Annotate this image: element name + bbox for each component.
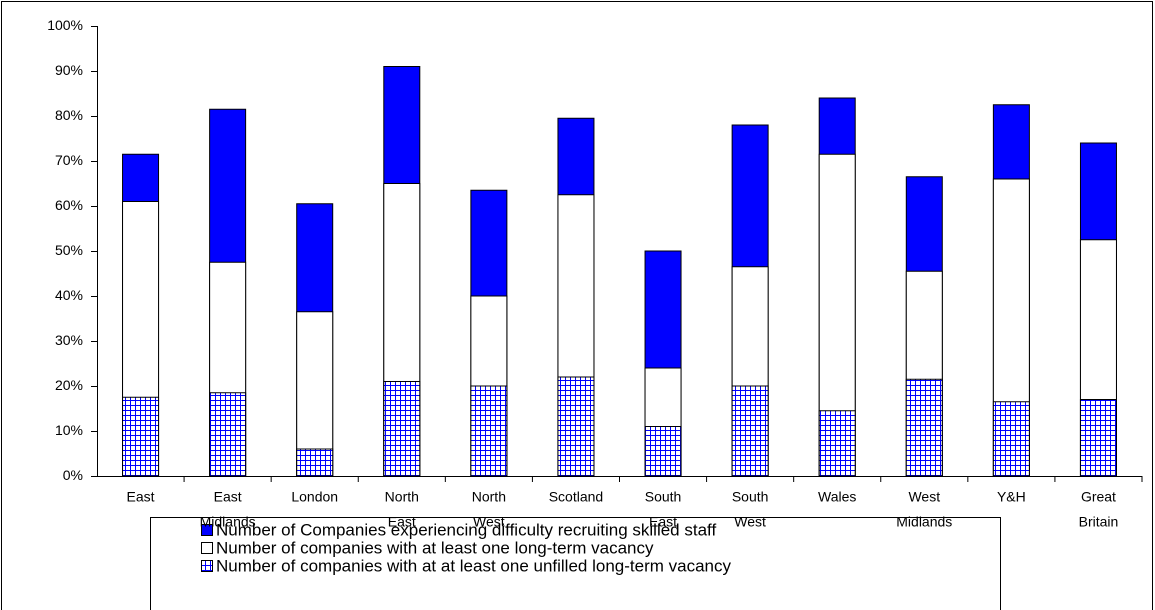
bar xyxy=(992,401,1030,477)
y-tick-label: 30% xyxy=(55,332,83,348)
x-tick-label: North xyxy=(472,489,506,505)
bar xyxy=(1079,399,1117,477)
x-tick-label: West xyxy=(734,514,766,530)
y-tick-label: 100% xyxy=(47,17,83,33)
legend-label: Number of companies with at at least one… xyxy=(216,556,731,575)
x-tick-label: Scotland xyxy=(549,489,603,505)
legend-label: Number of Companies experiencing difficu… xyxy=(216,520,716,539)
x-tick-label: Midlands xyxy=(200,514,256,530)
y-tick-label: 0% xyxy=(63,467,83,483)
bar xyxy=(296,448,334,477)
legend-swatch xyxy=(201,542,213,554)
x-tick-label: South xyxy=(732,489,769,505)
bar xyxy=(557,376,595,477)
x-tick-label: North xyxy=(385,489,419,505)
y-tick-label: 20% xyxy=(55,377,83,393)
bar xyxy=(818,410,856,477)
bar xyxy=(731,385,769,477)
x-tick-label: Britain xyxy=(1079,514,1119,530)
y-tick-label: 80% xyxy=(55,107,83,123)
y-tick-label: 50% xyxy=(55,242,83,258)
bar xyxy=(905,378,943,477)
legend-label: Number of companies with at least one lo… xyxy=(216,538,654,557)
x-tick-label: Wales xyxy=(818,489,856,505)
x-tick-label: East xyxy=(388,514,416,530)
x-tick-label: Y&H xyxy=(997,489,1026,505)
x-tick-label: Midlands xyxy=(896,514,952,530)
y-tick-label: 40% xyxy=(55,287,83,303)
bar xyxy=(383,381,421,477)
x-tick-label: West xyxy=(908,489,940,505)
bar xyxy=(470,385,508,477)
y-tick-label: 70% xyxy=(55,152,83,168)
x-tick-label: East xyxy=(214,489,242,505)
x-tick-label: Great xyxy=(1081,489,1116,505)
x-tick-label: East xyxy=(649,514,677,530)
legend-box xyxy=(150,517,1001,610)
bar xyxy=(644,426,682,477)
y-tick-label: 10% xyxy=(55,422,83,438)
legend: Number of Companies experiencing difficu… xyxy=(150,517,1001,610)
y-tick-label: 90% xyxy=(55,62,83,78)
legend-swatch xyxy=(201,524,213,536)
bar xyxy=(122,396,160,477)
x-tick-label: London xyxy=(291,489,338,505)
x-tick-label: West xyxy=(473,514,505,530)
legend-swatch xyxy=(201,560,213,572)
x-tick-label: South xyxy=(645,489,682,505)
x-tick-label: East xyxy=(127,489,155,505)
bar xyxy=(209,392,247,477)
y-tick-label: 60% xyxy=(55,197,83,213)
